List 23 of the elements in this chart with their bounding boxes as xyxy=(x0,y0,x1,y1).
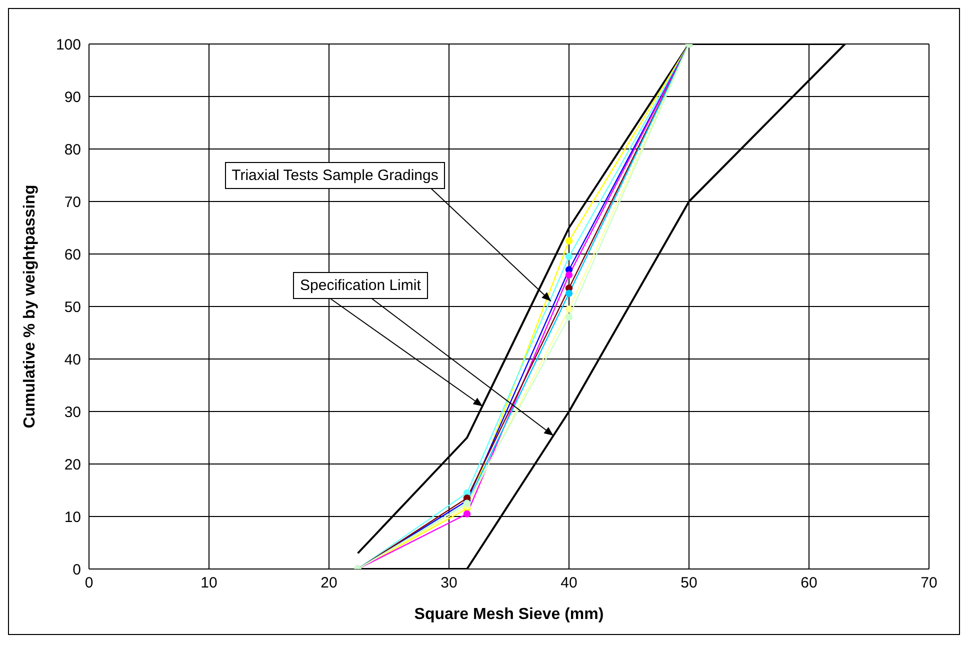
y-tick-label: 80 xyxy=(64,141,81,158)
y-tick-label: 70 xyxy=(64,194,81,211)
x-tick-label: 20 xyxy=(320,574,338,592)
y-tick-label: 0 xyxy=(72,561,81,578)
y-tick-label: 10 xyxy=(64,508,81,526)
x-tick-label: 40 xyxy=(560,574,578,592)
y-tick-label: 60 xyxy=(64,246,81,264)
x-tick-label: 30 xyxy=(440,574,458,592)
annotation: Specification Limit xyxy=(293,272,428,300)
x-tick-label: 60 xyxy=(800,574,818,592)
y-tick-label: 30 xyxy=(64,404,81,421)
y-axis-title: Cumulative % by weightpassing xyxy=(22,184,39,428)
y-tick-label: 20 xyxy=(64,456,81,474)
x-tick-label: 0 xyxy=(84,574,94,592)
x-tick-label: 70 xyxy=(920,574,938,592)
y-tick-label: 50 xyxy=(64,298,81,316)
annotation: Triaxial Tests Sample Gradings xyxy=(224,162,446,190)
y-tick-label: 100 xyxy=(56,36,81,54)
y-tick-label: 90 xyxy=(64,88,81,106)
x-tick-label: 50 xyxy=(680,574,698,592)
x-tick-label: 10 xyxy=(200,574,218,592)
y-tick-label: 40 xyxy=(64,351,81,368)
x-axis-title: Square Mesh Sieve (mm) xyxy=(414,606,604,623)
